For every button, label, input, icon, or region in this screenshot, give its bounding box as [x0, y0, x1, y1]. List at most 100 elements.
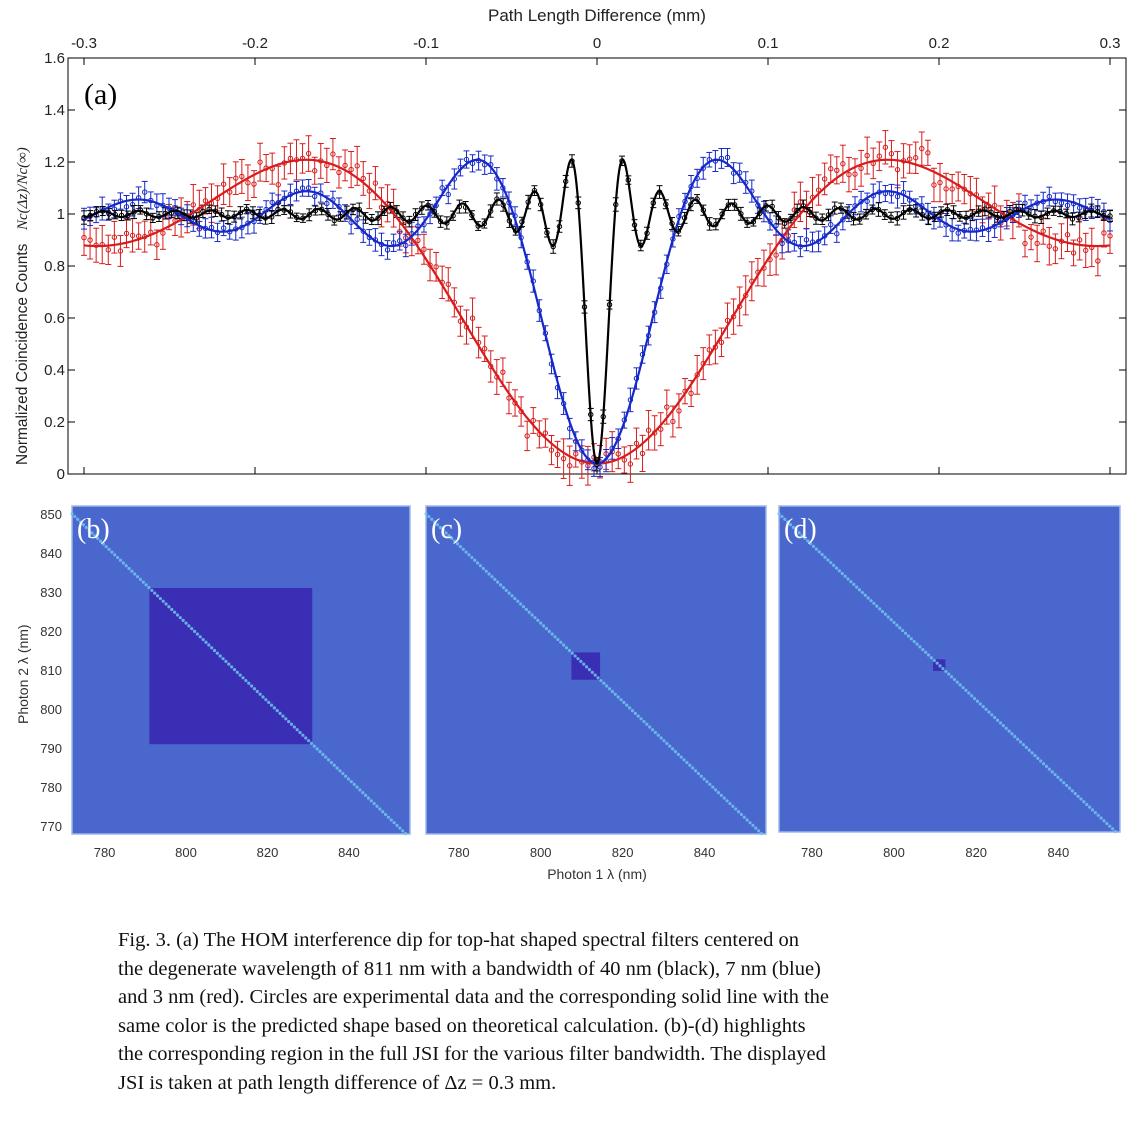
jsi-diagonal-dot [1013, 734, 1017, 739]
jsi-diagonal-dot [944, 669, 948, 673]
jsi-diagonal-dot [147, 586, 151, 590]
jsi-diagonal-dot [559, 640, 563, 644]
jsi-diagonal-dot [544, 627, 549, 631]
jsi-diagonal-dot [696, 771, 701, 776]
jsi-y-tick-label: 800 [40, 702, 62, 717]
caption-line-4: same color is the predicted shape based … [118, 1014, 806, 1037]
jsi-diagonal-dot [255, 689, 259, 694]
jsi-diagonal-dot [685, 760, 689, 765]
jsi-diagonal-dot [158, 596, 162, 601]
x-tick-label: 0.3 [1100, 35, 1121, 52]
jsi-diagonal-dot [275, 709, 279, 713]
data-point [670, 418, 676, 425]
jsi-diagonal-dot [1010, 732, 1014, 736]
jsi-diagonal-dot [383, 812, 388, 817]
jsi-diagonal-dot [467, 553, 471, 557]
jsi-diagonal-dot [241, 676, 245, 680]
y-tick-label: 1.4 [44, 102, 65, 119]
data-point [111, 206, 118, 212]
jsi-diagonal-dot [269, 703, 274, 707]
jsi-diagonal-dot [562, 643, 566, 647]
jsi-diagonal-dot [731, 804, 735, 808]
jsi-diagonal-dot [124, 564, 128, 568]
jsi-diagonal-dot [224, 659, 228, 664]
data-point [937, 179, 943, 186]
black-fit-line [83, 158, 1111, 466]
jsi-diagonal-dot [924, 650, 928, 654]
jsi-diagonal-dot [1041, 762, 1046, 766]
jsi-diagonal-dot [1111, 827, 1115, 831]
jsi-axes: Photon 2 λ (nm) Photon 1 λ (nm) 780 800 82… [15, 507, 1069, 882]
panel-a-label: (a) [84, 78, 117, 111]
jsi-y-tick-label: 780 [40, 780, 62, 795]
jsi-diagonal-dot [716, 791, 721, 795]
x-tick-label: -0.1 [413, 35, 439, 52]
x-tick-label: 0 [593, 35, 601, 52]
jsi-diagonal-dot [714, 788, 718, 792]
jsi-diagonal-dot [215, 651, 219, 655]
jsi-diagonal-dot [81, 523, 86, 527]
jsi-diagonal-dot [332, 763, 336, 767]
data-point [791, 207, 798, 213]
jsi-diagonal-dot [656, 733, 660, 737]
data-point [445, 281, 451, 288]
data-point [311, 168, 318, 174]
jsi-diagonal-dot [372, 801, 376, 806]
jsi-diagonal-dot [366, 796, 371, 800]
jsi-diagonal-dot [619, 698, 623, 702]
jsi-diagonal-dot [639, 717, 643, 721]
jsi-diagonal-dot [967, 691, 971, 695]
y-tick-label: 1.2 [44, 154, 65, 171]
jsi-diagonal-dot [820, 552, 824, 557]
jsi-diagonal-dot [127, 566, 131, 571]
jsi-diagonal-dot [121, 561, 125, 565]
jsi-diagonal-dot [607, 687, 612, 691]
jsi-diagonal-dot [1090, 808, 1095, 812]
jsi-diagonal-dot [1087, 805, 1092, 809]
jsi-diagonal-dot [929, 656, 934, 660]
jsi-diagonal-dot [625, 703, 629, 707]
jsi-xlabel: Photon 1 λ (nm) [547, 866, 647, 882]
jsi-diagonal-dot [636, 714, 640, 718]
data-point [275, 182, 281, 188]
jsi-diagonal-dot [984, 707, 988, 711]
jsi-diagonal-dot [190, 627, 194, 631]
caption-line-1: Fig. 3. (a) The HOM interference dip for… [118, 929, 799, 951]
jsi-diagonal-dot [435, 523, 440, 527]
jsi-x-tick-label: 820 [965, 845, 987, 860]
data-point [160, 230, 166, 236]
jsi-diagonal-dot [430, 517, 434, 521]
data-point [828, 166, 834, 172]
data-point [894, 166, 901, 173]
data-point [888, 151, 895, 157]
data-point [724, 154, 731, 161]
jsi-diagonal-dot [849, 580, 853, 584]
jsi-diagonal-dot [130, 569, 134, 573]
jsi-diagonal [70, 512, 408, 836]
jsi-x-tick-label: 800 [175, 845, 197, 860]
jsi-diagonal-dot [138, 577, 143, 582]
jsi-diagonal-dot [800, 533, 804, 538]
jsi-diagonal-dot [1076, 794, 1080, 798]
jsi-diagonal-dot [975, 699, 980, 703]
jsi-diagonal-dot [221, 657, 225, 661]
data-point [117, 248, 124, 254]
x-tick-label: 0.2 [929, 35, 950, 52]
jsi-diagonal-dot [116, 555, 120, 560]
jsi-diagonal-dot [993, 715, 997, 720]
jsi-x-tick-label: 840 [338, 845, 360, 860]
x-tick-label: -0.2 [242, 35, 268, 52]
panel-a-ylabel-math: Nc(Δz)/Nc(∞) [15, 147, 31, 231]
jsi-diagonal-dot [338, 769, 342, 773]
jsi-diagonal-dot [87, 528, 91, 532]
jsi-diagonal-dot [167, 605, 171, 609]
jsi-diagonal-dot [579, 659, 583, 664]
data-point [627, 461, 634, 467]
jsi-diagonal-dot [481, 566, 485, 571]
jsi-diagonal-dot [889, 618, 893, 622]
jsi-diagonal-dot [398, 826, 402, 830]
data-point [731, 202, 738, 208]
jsi-diagonal-dot [386, 815, 391, 819]
jsi-diagonal-dot [478, 564, 483, 568]
data-point [142, 189, 148, 195]
